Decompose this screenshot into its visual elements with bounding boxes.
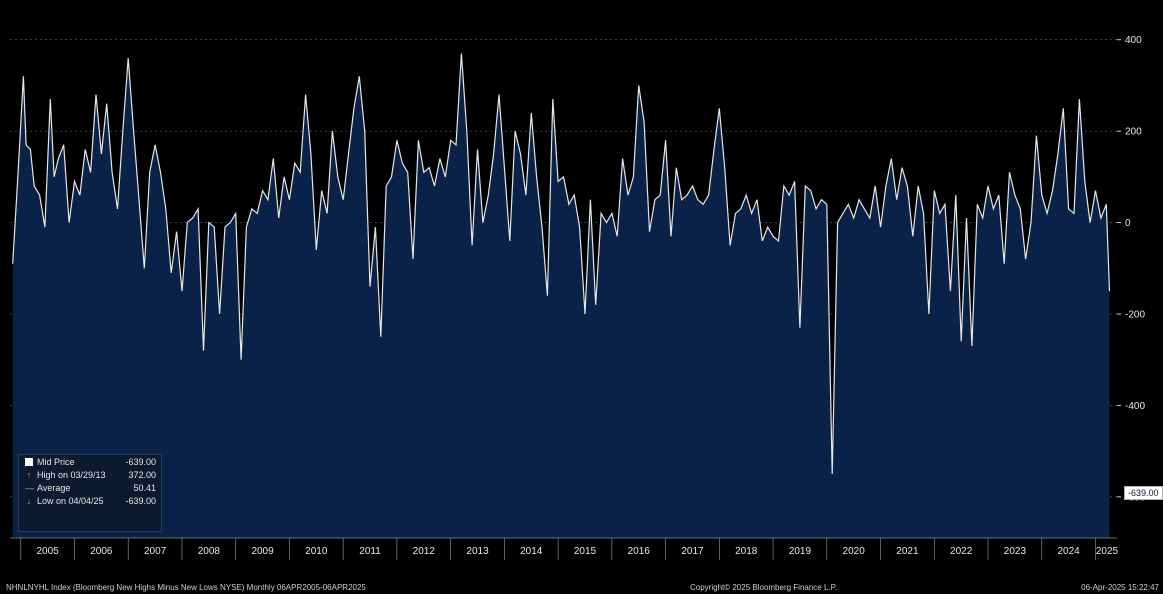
x-tick-label: 2011 (359, 546, 381, 557)
legend-value: -639.00 (125, 457, 156, 467)
legend-label: High on 03/29/13 (37, 470, 106, 480)
y-tick-label: 400 (1125, 35, 1142, 46)
footer-index-description: NHNLNYHL Index (Bloomberg New Highs Minu… (6, 583, 366, 592)
y-tick-label: -200 (1125, 310, 1145, 321)
x-tick-label: 2025 (1096, 546, 1119, 557)
x-tick-label: 2018 (735, 546, 758, 557)
x-tick-label: 2016 (628, 546, 651, 557)
x-tick-label: 2023 (1004, 546, 1027, 557)
x-tick-label: 2005 (36, 546, 59, 557)
x-tick-label: 2006 (90, 546, 113, 557)
legend-value: 50.41 (133, 483, 156, 493)
x-tick-label: 2017 (681, 546, 704, 557)
legend-row-average: — Average 50.41 (19, 481, 161, 494)
legend-label: Average (37, 483, 71, 493)
y-tick-label: -400 (1125, 401, 1145, 412)
last-value-label: -639.00 (1124, 486, 1163, 500)
footer-copyright: Copyright© 2025 Bloomberg Finance L.P. (690, 583, 838, 592)
x-tick-label: 2022 (950, 546, 973, 557)
area-fill (12, 53, 1110, 539)
average-marker-icon: — (25, 483, 34, 493)
x-tick-label: 2012 (413, 546, 436, 557)
low-marker-icon: ↓ (26, 496, 32, 506)
legend-value: -639.00 (125, 496, 156, 506)
x-tick-label: 2015 (574, 546, 597, 557)
x-tick-label: 2014 (520, 546, 543, 557)
x-tick-label: 2010 (305, 546, 328, 557)
x-tick-label: 2020 (843, 546, 866, 557)
legend-row-high: ↑ High on 03/29/13 372.00 (19, 468, 161, 481)
y-tick-label: 0 (1125, 218, 1131, 229)
legend-label: Low on 04/04/25 (37, 496, 104, 506)
legend-label: Mid Price (37, 457, 75, 467)
x-tick-label: 2013 (466, 546, 489, 557)
y-tick-label: 200 (1125, 127, 1142, 138)
series-line (12, 53, 1111, 475)
legend-box: Mid Price -639.00 ↑ High on 03/29/13 372.… (18, 454, 162, 532)
legend-value: 372.00 (128, 470, 156, 480)
x-axis: 2005 2006 2007 2008 2009 2010 2011 2012 2013 2014… (10, 537, 1119, 560)
legend-row-mid-price: Mid Price -639.00 (19, 455, 161, 468)
high-marker-icon: ↑ (26, 470, 32, 480)
footer-timestamp: 06-Apr-2025 15:22:47 (1081, 583, 1159, 592)
x-tick-label: 2009 (251, 546, 274, 557)
x-tick-label: 2021 (896, 546, 919, 557)
x-tick-label: 2007 (144, 546, 167, 557)
x-tick-label: 2019 (789, 546, 812, 557)
legend-swatch-icon (25, 458, 33, 466)
legend-row-low: ↓ Low on 04/04/25 -639.00 (19, 494, 161, 507)
x-tick-label: 2008 (198, 546, 221, 557)
x-tick-label: 2024 (1058, 546, 1081, 557)
